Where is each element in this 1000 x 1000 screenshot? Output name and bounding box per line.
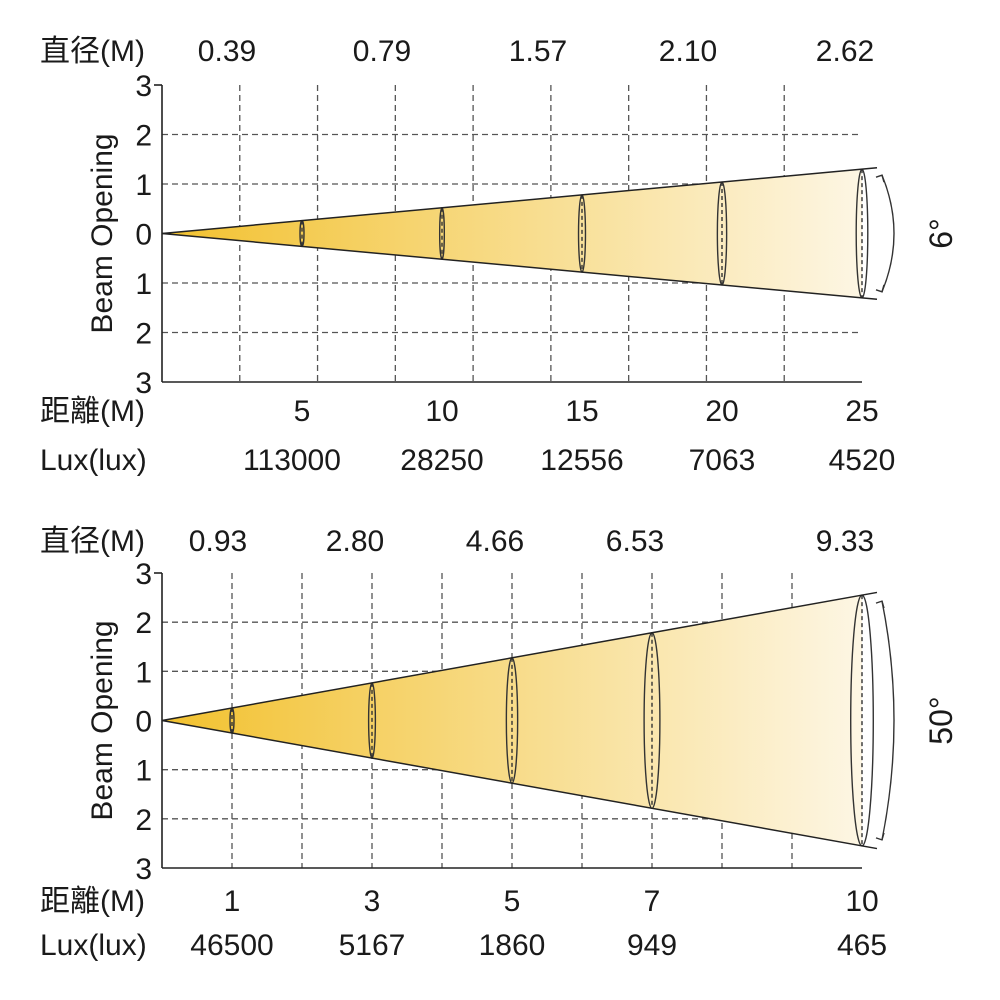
- lux-value: 28250: [400, 444, 483, 477]
- beam-angle-label: 6°: [923, 218, 959, 249]
- beam-angle-arc: [881, 174, 895, 293]
- beam-area: [162, 169, 862, 298]
- lux-value: 465: [837, 929, 887, 962]
- diameter-value: 4.66: [466, 525, 524, 558]
- beam-edge-bottom: [161, 232, 878, 300]
- distance-tick-label: 1: [224, 885, 241, 918]
- lux-value: 4520: [829, 444, 896, 477]
- y-tick-label: 3: [135, 558, 152, 591]
- distance-tick-label: 10: [425, 395, 458, 428]
- lux-value: 1860: [479, 929, 546, 962]
- distance-tick-label: 15: [565, 395, 598, 428]
- lux-row-label: Lux(lux): [40, 929, 147, 962]
- distance-tick-label: 25: [845, 395, 878, 428]
- y-tick-label: 2: [135, 804, 152, 837]
- y-tick-label: 2: [135, 120, 152, 153]
- y-tick-label: 0: [135, 706, 152, 739]
- beam-angle-arrowhead: [875, 174, 885, 183]
- diameter-value: 6.53: [606, 525, 664, 558]
- y-tick-label: 3: [135, 70, 152, 103]
- beam-edge-bottom: [161, 719, 878, 850]
- distance-tick-label: 10: [845, 885, 878, 918]
- y-axis-title: Beam Opening: [86, 133, 119, 333]
- y-tick-label: 1: [135, 755, 152, 788]
- lux-value: 46500: [190, 929, 273, 962]
- y-tick-label: 0: [135, 219, 152, 252]
- beam-angle-arrowhead: [875, 832, 885, 841]
- beam-edge-top: [161, 591, 878, 722]
- diameter-value: 2.62: [816, 35, 874, 68]
- y-tick-label: 2: [135, 318, 152, 351]
- diameter-value: 2.10: [659, 35, 717, 68]
- lux-value: 12556: [540, 444, 623, 477]
- beam-angle-label: 50°: [923, 696, 959, 744]
- lux-row-label: Lux(lux): [40, 444, 147, 477]
- y-axis-title: Beam Opening: [86, 620, 119, 820]
- beam-edge-top: [161, 167, 878, 235]
- distance-row-label: 距離(M): [40, 885, 145, 918]
- y-tick-label: 3: [135, 853, 152, 886]
- distance-tick-label: 5: [294, 395, 311, 428]
- diameter-value: 0.79: [353, 35, 411, 68]
- y-tick-label: 1: [135, 169, 152, 202]
- beam-angle-arrowhead: [875, 600, 885, 609]
- distance-tick-label: 5: [504, 885, 521, 918]
- y-tick-label: 1: [135, 268, 152, 301]
- diameter-value: 0.93: [189, 525, 247, 558]
- beam-angle-arc: [881, 600, 895, 841]
- diameter-row-label: 直径(M): [40, 35, 145, 68]
- y-tick-label: 1: [135, 656, 152, 689]
- lux-value: 949: [627, 929, 677, 962]
- distance-row-label: 距離(M): [40, 395, 145, 428]
- lux-value: 7063: [689, 444, 756, 477]
- beam-angle-arrowhead: [875, 284, 885, 293]
- y-tick-label: 3: [135, 367, 152, 400]
- distance-tick-label: 3: [364, 885, 381, 918]
- distance-tick-label: 20: [705, 395, 738, 428]
- distance-tick-label: 7: [644, 885, 661, 918]
- lux-value: 5167: [339, 929, 406, 962]
- diameter-value: 9.33: [816, 525, 874, 558]
- diameter-value: 1.57: [509, 35, 567, 68]
- diameter-value: 2.80: [326, 525, 384, 558]
- lux-value: 113000: [243, 444, 341, 477]
- beam-area: [162, 595, 862, 846]
- diameter-row-label: 直径(M): [40, 525, 145, 558]
- diameter-value: 0.39: [198, 35, 256, 68]
- y-tick-label: 2: [135, 607, 152, 640]
